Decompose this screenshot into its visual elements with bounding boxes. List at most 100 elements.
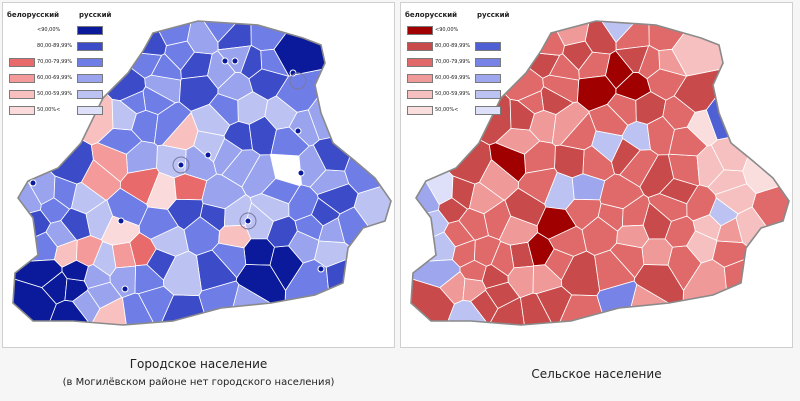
legend-range-label: 70,00-79,99% (435, 59, 471, 65)
city-ring (172, 156, 190, 174)
legend-swatch-russian (77, 74, 103, 83)
legend-header-russian: русский (79, 11, 112, 19)
legend-swatch-russian (475, 90, 501, 99)
legend-swatch-belarusian (407, 106, 433, 115)
city-marker (297, 169, 305, 177)
legend-row: 80,00-89,99% (7, 39, 115, 55)
urban-population-map-panel: белорусский русский <90,00% 80,00-89,99% 7… (2, 2, 395, 348)
legend-row: <90,00% (405, 23, 513, 39)
city-marker (177, 161, 185, 169)
district-region (75, 235, 104, 267)
district-region (72, 289, 101, 325)
legend-swatch-belarusian (9, 106, 35, 115)
district-region (311, 197, 341, 227)
district-region (92, 240, 117, 277)
legend-swatch-belarusian (407, 26, 433, 35)
city-marker (121, 285, 129, 293)
legend-range-label: 80,00-89,99% (435, 43, 471, 49)
legend-range-label: 50,00-59,99% (435, 91, 471, 97)
city-ring (239, 212, 257, 230)
rural-map-caption: Сельское население (531, 367, 662, 381)
legend-swatch-russian (77, 90, 103, 99)
legend-header: белорусский русский (405, 9, 513, 23)
district-region (490, 240, 515, 277)
legend-row: 50,00-59,99% (7, 87, 115, 103)
city-marker (294, 127, 302, 135)
city-marker (317, 265, 325, 273)
district-region (208, 93, 239, 126)
city-marker (204, 151, 212, 159)
urban-population-map (12, 20, 392, 326)
legend-range-label: 80,00-89,99% (37, 43, 73, 49)
district-region (119, 90, 147, 115)
district-region (167, 198, 204, 231)
district-region (473, 235, 502, 267)
district-region (742, 102, 789, 194)
district-region (146, 248, 177, 281)
legend-range-label: 50,00-59,99% (37, 91, 73, 97)
district-region (218, 224, 252, 249)
district-region (641, 238, 673, 266)
city-marker (231, 57, 239, 65)
legend-swatch-russian (77, 58, 103, 67)
legend-swatch-russian (77, 42, 103, 51)
legend-range-label: 60,00-69,99% (435, 75, 471, 81)
legend-swatch-belarusian (9, 58, 35, 67)
legend-range-label: 50,00%< (37, 107, 61, 113)
district-region (411, 231, 456, 264)
legend-row: 60,00-69,99% (7, 71, 115, 87)
district-region (13, 275, 57, 325)
district-region (591, 130, 624, 163)
rural-map-legend: белорусский русский <90,00% 80,00-89,99% 7… (405, 9, 513, 119)
district-region (344, 102, 391, 194)
legend-range-label: <90,00% (435, 27, 459, 33)
legend-swatch-belarusian (9, 90, 35, 99)
district-region (270, 126, 310, 157)
district-region (193, 130, 226, 163)
district-region (686, 184, 717, 222)
legend-swatch-belarusian (9, 74, 35, 83)
legend-range-label: 70,00-79,99% (37, 59, 73, 65)
district-region (616, 224, 650, 249)
district-region (520, 292, 557, 325)
district-region (709, 197, 739, 227)
district-region (13, 231, 58, 264)
legend-row: 50,00-59,99% (405, 87, 513, 103)
district-region (325, 253, 391, 325)
legend-row: 50,00%< (405, 103, 513, 119)
district-region (470, 289, 499, 325)
district-region (119, 167, 160, 205)
city-marker (244, 217, 252, 225)
legend-row: 70,00-79,99% (7, 55, 115, 71)
legend-row: <90,00% (7, 23, 115, 39)
district-region (517, 90, 545, 115)
district-region (671, 21, 789, 77)
city-marker (221, 57, 229, 65)
legend-rows: <90,00% 80,00-89,99% 70,00-79,99% 60,00-69,… (405, 23, 513, 119)
district-region (544, 248, 575, 281)
country-border (12, 20, 392, 326)
legend-swatch-russian (475, 74, 501, 83)
legend-row: 60,00-69,99% (405, 71, 513, 87)
legend-swatch-belarusian (407, 58, 433, 67)
city-ring (289, 72, 307, 90)
legend-range-label: 50,00%< (435, 107, 459, 113)
district-region (150, 53, 182, 81)
district-region (606, 93, 637, 126)
legend-swatch-russian (475, 58, 501, 67)
legend-swatch-belarusian (407, 90, 433, 99)
district-region (243, 238, 275, 266)
district-region (198, 280, 240, 325)
legend-row: 80,00-89,99% (405, 39, 513, 55)
legend-range-label: 60,00-69,99% (37, 75, 73, 81)
district-region (288, 184, 319, 222)
legend-swatch-belarusian (407, 42, 433, 51)
district-region (273, 21, 391, 77)
legend-swatch-russian (475, 42, 501, 51)
district-region (122, 292, 159, 325)
district-region (723, 253, 789, 325)
district-region (266, 215, 298, 248)
district-region (459, 259, 487, 282)
district-region (615, 45, 650, 74)
district-region (554, 144, 585, 179)
